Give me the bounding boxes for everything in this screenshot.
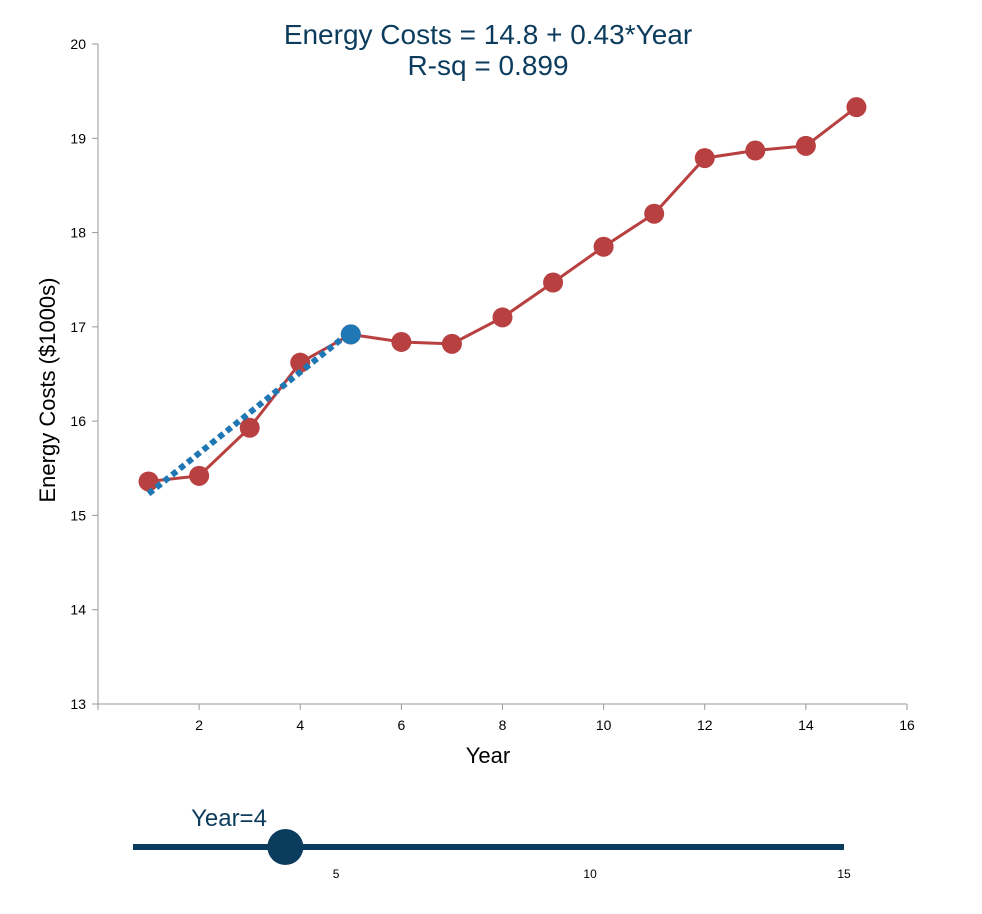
slider-handle[interactable] [267,829,304,865]
y-tick-label: 16 [70,413,86,429]
x-tick-label: 10 [596,717,612,733]
chart-subtitle: R-sq = 0.899 [407,50,568,81]
y-tick-label: 15 [70,507,86,523]
y-tick-label: 20 [70,36,86,52]
data-point [795,135,816,156]
y-tick-label: 18 [70,225,86,241]
chart-title: Energy Costs = 14.8 + 0.43*Year [284,19,692,50]
series-layer [138,97,867,492]
data-point [441,333,462,354]
x-axis-title: Year [466,743,510,768]
data-point [492,307,513,328]
x-tick-label: 14 [798,717,814,733]
data-point [138,471,159,492]
y-tick-label: 14 [70,602,86,618]
regression-fit-line [146,329,353,497]
y-tick-label: 19 [70,130,86,146]
highlighted-point [340,324,361,345]
x-tick-label: 4 [296,717,304,733]
y-tick-label: 13 [70,696,86,712]
x-tick-label: 6 [397,717,405,733]
y-tick-label: 17 [70,319,86,335]
data-point [846,97,867,118]
slider-ticks: 5 10 15 [333,867,851,881]
x-tick-label: 2 [195,717,203,733]
data-point [543,272,564,293]
highlight-layer [340,324,361,345]
fit-layer [146,329,353,497]
x-tick-label: 12 [697,717,713,733]
x-tick-label: 8 [499,717,507,733]
data-point [593,236,614,257]
data-point [745,140,766,161]
data-point [644,203,665,224]
slider-tick-label: 15 [837,867,851,881]
y-axis: 13 14 15 16 17 18 19 20 [70,36,99,712]
x-axis: 2 4 6 8 10 12 14 16 [97,703,915,733]
slider-tick-label: 10 [583,867,597,881]
slider-value-label: Year=4 [191,805,267,832]
data-point [391,331,412,352]
data-point [694,148,715,169]
data-point [239,417,260,438]
x-tick-label: 16 [899,717,915,733]
data-point [189,465,210,486]
slider-tick-label: 5 [333,867,340,881]
year-slider[interactable]: Year=4 5 10 15 [133,805,851,881]
y-axis-title: Energy Costs ($1000s) [35,278,60,503]
